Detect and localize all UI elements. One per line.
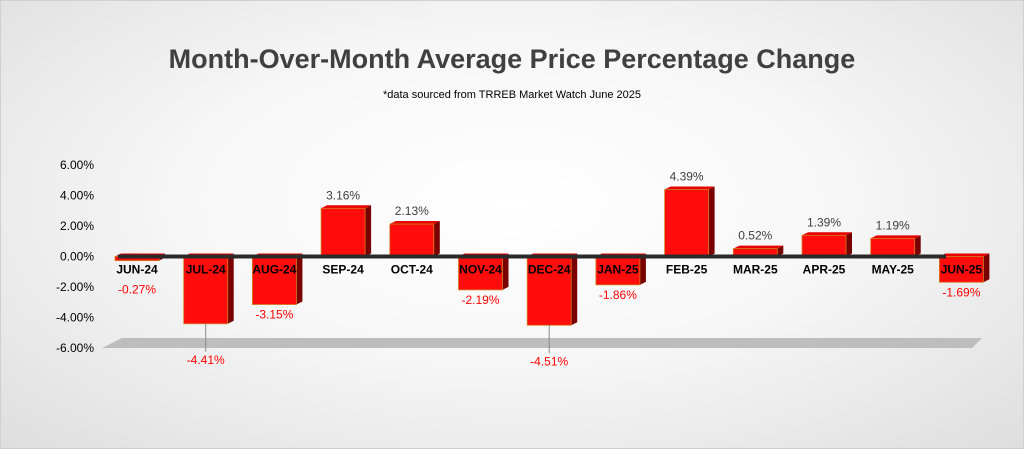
chart-floor-layer <box>102 338 982 348</box>
bar-top <box>939 253 990 257</box>
data-label: -1.86% <box>599 288 637 302</box>
bar-side <box>708 186 715 257</box>
bar-side <box>777 245 784 257</box>
y-tick-label: 6.00% <box>60 158 94 172</box>
bar-mar-25 <box>732 245 784 257</box>
bar-nov-24 <box>458 253 509 291</box>
data-label: 2.13% <box>395 204 429 218</box>
data-label: -1.69% <box>942 285 980 299</box>
bar-front <box>595 256 641 286</box>
bar-oct-24 <box>389 221 440 257</box>
bar-side <box>571 253 578 326</box>
category-label: FEB-25 <box>666 263 708 277</box>
category-label: DEC-24 <box>528 263 571 277</box>
bar-side <box>296 253 303 305</box>
data-labels: -0.27% -4.41% -3.15% 3.16% 2.13% -2.19% -4.51%… <box>118 170 981 369</box>
bar-side <box>433 221 440 257</box>
data-label: 1.39% <box>807 215 841 229</box>
bar-top <box>389 221 440 225</box>
bar-front <box>320 207 366 257</box>
y-tick-label: 4.00% <box>60 189 94 203</box>
bar-front <box>801 234 847 257</box>
bar-front <box>389 223 435 257</box>
data-label: -4.41% <box>187 353 225 367</box>
bar-side <box>502 253 509 290</box>
bar-series <box>114 186 990 326</box>
bar-may-25 <box>870 235 921 257</box>
bar-sep-24 <box>320 205 372 257</box>
bar-front <box>458 256 503 291</box>
category-label: JUN-24 <box>116 263 158 277</box>
bar-side <box>227 253 234 324</box>
bar-side <box>639 253 646 285</box>
bar-front <box>870 237 916 257</box>
bar-aug-24 <box>251 253 303 305</box>
category-labels: JUN-24 JUL-24 AUG-24 SEP-24 OCT-24 NOV-24 DEC-… <box>116 263 982 277</box>
bar-side <box>914 235 921 257</box>
category-label: MAY-25 <box>872 263 915 277</box>
bar-top <box>733 245 784 249</box>
category-label: NOV-24 <box>459 263 502 277</box>
bar-side <box>846 232 852 257</box>
bar-front <box>939 256 984 283</box>
category-label: APR-25 <box>803 263 846 277</box>
data-label: -0.27% <box>118 283 156 297</box>
data-label: -3.15% <box>255 308 293 322</box>
chart-floor <box>102 338 982 348</box>
chart-title: Month-Over-Month Average Price Percentag… <box>168 44 856 74</box>
bar-side <box>983 253 990 283</box>
bar-front <box>664 189 709 257</box>
bar-top <box>664 186 715 190</box>
chart-subtitle: *data sourced from TRREB Market Watch Ju… <box>382 89 641 101</box>
category-label: OCT-24 <box>391 263 433 277</box>
data-label: 3.16% <box>326 188 360 202</box>
y-axis-ticks: 6.00% 4.00% 2.00% 0.00% -2.00% -4.00% -6.00% <box>56 158 94 355</box>
data-label: -4.51% <box>530 354 568 368</box>
y-tick-label: 2.00% <box>60 219 94 233</box>
zero-axis-layer <box>118 254 946 259</box>
category-label: JUN-25 <box>941 263 983 277</box>
bar-top <box>802 232 852 236</box>
bar-jun-25 <box>939 253 990 283</box>
data-label: 0.52% <box>738 229 772 243</box>
category-label: JUL-24 <box>186 263 226 277</box>
category-label: SEP-24 <box>322 263 364 277</box>
bar-top <box>870 235 921 239</box>
data-label: -2.19% <box>461 293 499 307</box>
bar-feb-25 <box>664 186 715 257</box>
bar-front <box>251 256 297 305</box>
zero-axis-line <box>118 254 946 259</box>
data-label: 1.19% <box>876 218 910 232</box>
y-tick-label: -6.00% <box>56 341 94 355</box>
bar-apr-25 <box>801 232 852 257</box>
bar-side <box>365 205 372 257</box>
category-label: AUG-24 <box>252 263 296 277</box>
y-tick-label: -2.00% <box>56 280 94 294</box>
data-label: 4.39% <box>670 170 704 184</box>
y-tick-label: -4.00% <box>56 311 94 325</box>
category-label: JAN-25 <box>597 263 639 277</box>
bar-top <box>321 205 372 209</box>
category-label: MAR-25 <box>733 263 778 277</box>
y-tick-label: 0.00% <box>60 250 94 264</box>
